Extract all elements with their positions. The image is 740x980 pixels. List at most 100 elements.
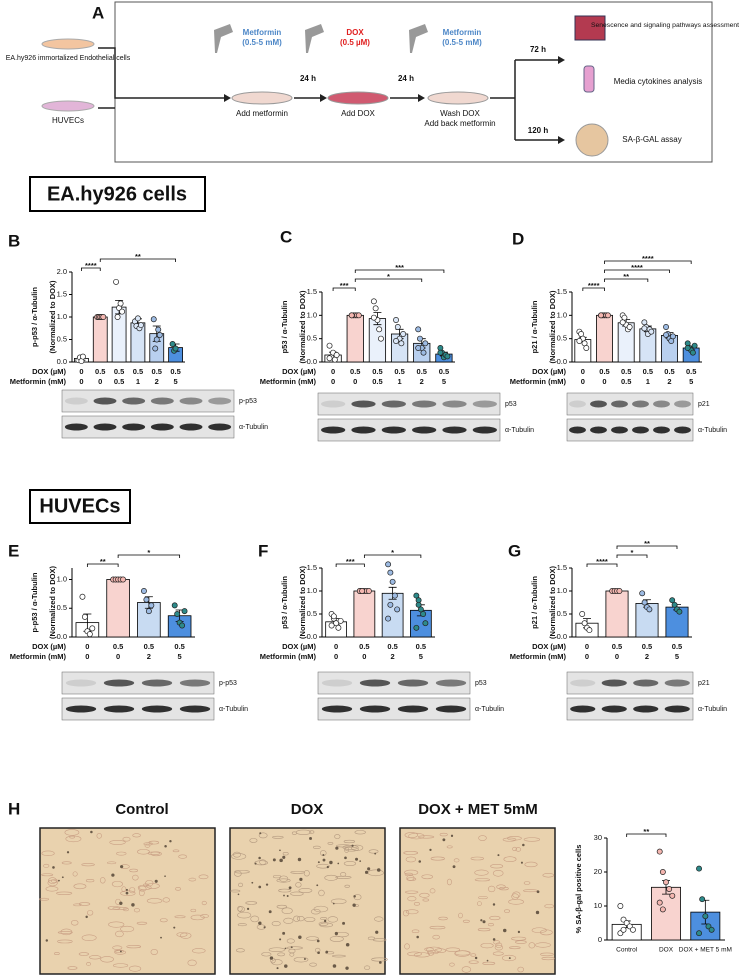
cell (402, 909, 410, 917)
dot (258, 856, 261, 860)
cell (515, 940, 527, 944)
cell (73, 883, 87, 890)
data-point (391, 592, 398, 599)
blot-band (64, 423, 88, 431)
significance-label: *** (395, 263, 404, 272)
cell (325, 951, 335, 955)
data-point (702, 913, 709, 920)
data-point (348, 312, 355, 319)
significance-label: * (631, 548, 634, 557)
dot (365, 870, 369, 874)
cell (364, 965, 371, 970)
data-point (656, 899, 663, 906)
y-axis-label: (Normalized to DOX) (548, 290, 557, 363)
dot (272, 858, 276, 862)
dot (450, 834, 454, 837)
x-tick-label: 0.5 (114, 377, 124, 386)
dot (367, 867, 371, 871)
dot (352, 903, 356, 907)
blot (61, 415, 235, 439)
blot-band (472, 426, 497, 434)
x-tick-label: 1 (646, 377, 650, 386)
cell (487, 923, 495, 927)
y-tick-label: 1.5 (57, 289, 67, 298)
dot (480, 919, 483, 922)
blot-label: α-Tubulin (219, 706, 248, 713)
panel-label: A (92, 3, 104, 22)
x-tick-label: 5 (442, 377, 446, 386)
dot (355, 857, 359, 861)
data-point (417, 606, 424, 613)
blot-band (321, 426, 346, 434)
x-tick-label: 0.5 (643, 367, 653, 376)
data-point (359, 588, 366, 594)
data-point (155, 326, 162, 333)
dot (418, 860, 422, 863)
y-tick-label: 1.5 (557, 287, 567, 296)
cell (470, 953, 477, 957)
x-tick-label: Control (616, 947, 638, 954)
data-point (169, 341, 176, 347)
dot (290, 946, 293, 949)
significance-bracket (626, 833, 667, 837)
cell (454, 950, 471, 957)
cell (48, 877, 57, 884)
section-title: EA.hy926 cells (47, 183, 187, 205)
dot (66, 851, 70, 854)
arrowhead (224, 94, 425, 102)
x-tick-label: 0 (331, 377, 335, 386)
cell (422, 898, 430, 902)
x-tick-label: 5 (173, 377, 177, 386)
blot-label: α-Tubulin (698, 427, 727, 434)
dot (263, 926, 266, 929)
dot (45, 939, 49, 942)
dot (316, 884, 319, 887)
significance-bracket (335, 563, 365, 567)
data-point (626, 324, 633, 330)
cell (108, 921, 125, 928)
cell (289, 952, 295, 957)
reagent: Metformin (443, 28, 482, 37)
cell (295, 829, 312, 835)
dot (58, 879, 60, 882)
blot (566, 392, 694, 416)
cell (541, 956, 555, 961)
cell (411, 929, 420, 934)
y-axis-label: p53 / α-Tubulin (280, 300, 289, 353)
blot-band (632, 426, 649, 434)
cell (282, 852, 289, 856)
y-tick-label: 0.0 (57, 357, 67, 366)
cell (129, 868, 139, 873)
cell (120, 925, 135, 933)
dot (276, 967, 279, 970)
dot (120, 865, 124, 869)
cell (446, 878, 452, 886)
data-point (581, 620, 588, 627)
x-tick-label: 0.5 (144, 642, 154, 651)
cell (343, 861, 357, 866)
image-title: DOX + MET 5mM (418, 801, 538, 818)
blot (317, 671, 471, 695)
data-point (79, 353, 86, 360)
dot (342, 921, 346, 925)
data-point (370, 314, 377, 321)
blot (566, 697, 694, 721)
dot (344, 856, 347, 860)
data-point (444, 353, 451, 360)
cell (445, 947, 461, 952)
dot (284, 947, 287, 950)
dot (173, 926, 176, 929)
dot (61, 876, 64, 879)
dot (268, 910, 272, 914)
data-point (641, 325, 648, 332)
cell (478, 896, 488, 900)
significance-label: ** (644, 539, 650, 548)
reagent-dose: (0.5-5 mM) (442, 38, 482, 47)
x-tick-label: 2 (667, 377, 671, 386)
x-row-label: DOX (µM) (282, 367, 316, 376)
data-point (422, 620, 429, 627)
data-point (181, 608, 188, 615)
cell (268, 947, 285, 953)
cell (132, 874, 139, 881)
cell (528, 942, 536, 949)
